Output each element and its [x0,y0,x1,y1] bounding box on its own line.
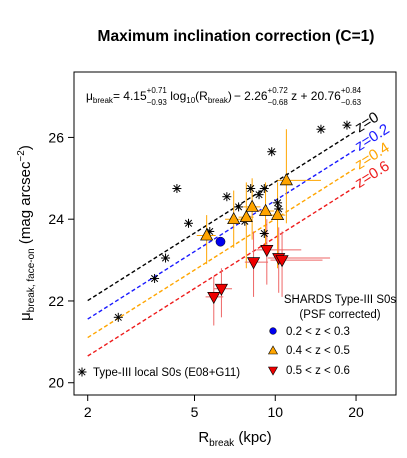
x-axis-label: Rbreak (kpc) [198,429,271,449]
local-s0-point [259,184,269,194]
local-s0-point [172,184,182,194]
shards-point-triangle-up [245,199,259,212]
local-s0-point [254,190,264,200]
y-axis-ticks: 20 22 24 26 [48,129,74,391]
legend-label-z04: 0.4 < z < 0.5 [286,345,350,357]
fit-line-labels: z=0z=0.2z=0.4z=0.6 [352,109,393,192]
local-s0-point [316,124,326,134]
data-points [113,120,352,322]
fit-line [87,167,357,339]
shards-point-triangle-up [270,207,285,220]
shards-point-triangle-down [214,283,229,296]
y-tick-label: 26 [48,129,64,145]
local-s0-point [161,253,171,263]
legend-marker-asterisk [77,367,87,377]
local-s0-point [184,218,194,228]
y-axis-label: μbreak, face-on (mag arcsec−2) [16,145,37,321]
local-s0-point [113,312,123,322]
local-s0-point [267,147,277,157]
shards-point-triangle-up [239,209,253,222]
legend-marker-circle [269,327,277,335]
legend-label-local: Type-III local S0s (E08+G11) [93,367,240,379]
local-s0-point [259,229,269,238]
shards-point-triangle-down [246,257,261,270]
x-tick-label: 20 [348,404,364,420]
y-tick-label: 22 [48,293,64,309]
fit-equation: μbreak= 4.15+0.71 −0.93 log10(Rbreak) − 2.… [86,86,362,107]
local-s0-point [246,184,256,194]
shards-point-triangle-down [207,292,221,305]
shards-point-circle [215,236,226,247]
x-axis-ticks: 2 5 10 20 [84,395,364,420]
shards-point-triangle-up [279,173,293,186]
legend-label-z02: 0.2 < z < 0.3 [286,326,350,338]
shards-point-triangle-up [258,203,273,216]
y-tick-label: 20 [48,375,64,391]
legend-local: Type-III local S0s (E08+G11) [77,367,240,379]
x-tick-label: 2 [84,404,92,420]
local-s0-point [342,120,352,130]
shards-point-triangle-down [275,255,289,268]
local-s0-point [222,192,232,202]
shards-point-triangle-up [200,228,214,241]
plot-frame [73,71,397,396]
legend-shards: SHARDS Type-III S0s (PSF corrected) 0.2 … [267,294,397,377]
local-s0-point [273,198,283,208]
shards-point-triangle-down [260,245,274,258]
y-tick-label: 24 [48,211,64,227]
local-s0-point [234,202,244,212]
legend-marker-triangle-down [267,366,279,376]
legend-shards-subtitle: (PSF corrected) [299,309,380,321]
legend-marker-triangle-up [267,345,279,355]
legend-shards-title: SHARDS Type-III S0s [284,294,397,306]
local-s0-point [150,273,160,283]
shards-point-triangle-up [227,211,241,225]
chart-title: Maximum inclination correction (C=1) [98,28,375,45]
fit-line [87,148,357,320]
x-tick-label: 10 [267,404,283,420]
x-tick-label: 5 [191,404,199,420]
legend-label-z05: 0.5 < z < 0.6 [286,365,350,377]
fit-line [87,130,357,302]
